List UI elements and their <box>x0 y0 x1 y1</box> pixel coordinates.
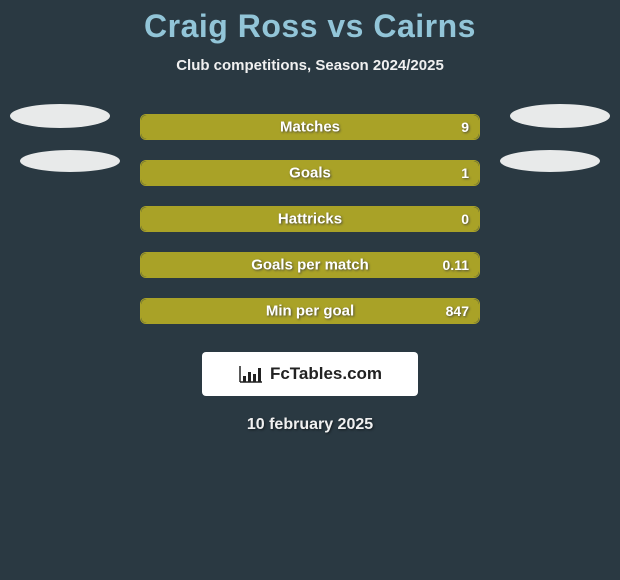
stat-row: Goals 1 <box>0 150 620 196</box>
bar-track: Goals per match 0.11 <box>140 252 480 278</box>
stat-row: Goals per match 0.11 <box>0 242 620 288</box>
stat-label: Hattricks <box>278 211 342 228</box>
bar-track: Matches 9 <box>140 114 480 140</box>
stat-label: Goals <box>289 165 331 182</box>
stat-value: 0 <box>461 211 469 227</box>
stat-label: Matches <box>280 119 340 136</box>
bar-track: Min per goal 847 <box>140 298 480 324</box>
logo-badge[interactable]: FcTables.com <box>202 352 418 396</box>
bar-track: Hattricks 0 <box>140 206 480 232</box>
stat-label: Goals per match <box>251 257 369 274</box>
stat-row: Hattricks 0 <box>0 196 620 242</box>
stat-value: 847 <box>446 303 469 319</box>
page-title: Craig Ross vs Cairns <box>0 8 620 45</box>
subtitle: Club competitions, Season 2024/2025 <box>0 57 620 74</box>
bar-track: Goals 1 <box>140 160 480 186</box>
stat-value: 1 <box>461 165 469 181</box>
stats-rows: Matches 9 Goals 1 Hattricks 0 Goals per … <box>0 104 620 334</box>
stat-row: Matches 9 <box>0 104 620 150</box>
stat-value: 9 <box>461 119 469 135</box>
date-line: 10 february 2025 <box>0 416 620 434</box>
bar-chart-icon <box>238 364 264 384</box>
stat-row: Min per goal 847 <box>0 288 620 334</box>
comparison-card: Craig Ross vs Cairns Club competitions, … <box>0 0 620 434</box>
stat-label: Min per goal <box>266 303 354 320</box>
stat-value: 0.11 <box>443 257 469 273</box>
logo-text: FcTables.com <box>270 364 382 384</box>
